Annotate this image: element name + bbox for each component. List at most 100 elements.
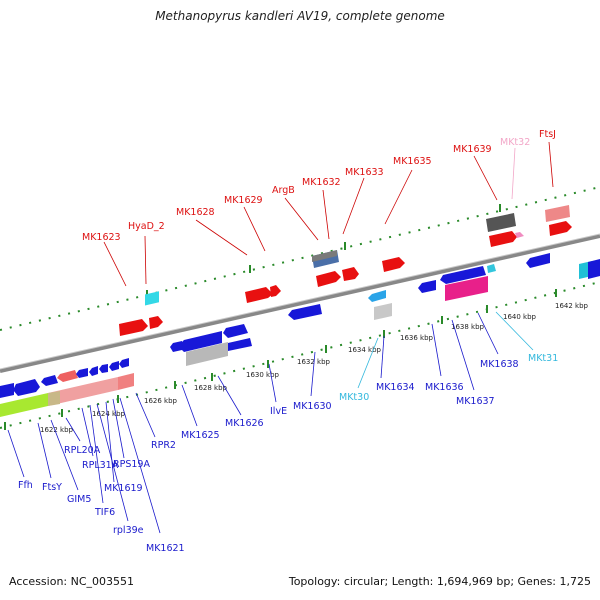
bottom-leaders [7,312,499,534]
reverse-features[interactable] [0,253,600,398]
kbp-label: 1630 kbp [246,371,280,379]
gene-mk1639-grey [486,213,516,232]
gene-ftsj [549,221,572,236]
kbp-label: 1642 kbp [555,302,589,310]
kbp-label: 1640 kbp [503,313,537,321]
gene-rpl20a [41,375,58,386]
top-gene-labels: MK1623 HyaD_2 MK1628 MK1629 ArgB MK1632 … [82,129,556,243]
gene-rpl31a [76,368,88,378]
label-mkt31: MKt31 [528,353,558,364]
label-mk1638: MK1638 [480,359,519,370]
forward-features[interactable] [119,221,572,336]
band-green [0,393,48,417]
gene-mkt32-pink [515,232,524,238]
label-mk1630: MK1630 [293,401,332,412]
label-mk1637: MK1637 [456,396,495,407]
label-mk1625: MK1625 [181,430,220,441]
gene-mk1629 [270,285,281,297]
label-mk1636: MK1636 [425,382,464,393]
gene-mk1636 [418,280,436,293]
gene-ilve [228,338,252,351]
label-rpl20a: RPL20A [64,445,101,456]
label-mk1633: MK1633 [345,167,384,178]
label-ilve: IlvE [270,406,287,417]
label-argb: ArgB [272,185,295,196]
genome-backbone [0,234,600,373]
gene-mk1632 [342,267,359,281]
gene-tif6 [89,366,98,376]
label-ftsj: FtsJ [539,129,556,140]
label-tif6: TIF6 [94,507,115,518]
band-salmon [48,377,118,406]
gene-mkt31 [526,253,550,268]
kbp-label: 1624 kbp [92,410,126,418]
gene-mk1628 [245,287,273,303]
gene-rpr2 [170,341,182,352]
label-rpl31a: RPL31A [82,460,119,471]
kbp-label: 1636 kbp [400,334,434,342]
label-hyad2: HyaD_2 [128,221,165,232]
leader-mkt32 [511,147,516,200]
gene-right-blue [588,259,600,279]
label-mk1634: MK1634 [376,382,415,393]
gene-mk1633 [382,257,405,272]
gene-mk1619 [109,361,119,371]
label-ffh: Ffh [18,480,33,491]
genome-summary-text: Topology: circular; Length: 1,694,969 bp… [288,575,591,588]
label-mk1621: MK1621 [146,543,185,554]
label-mk1635: MK1635 [393,156,432,167]
kbp-label: 1628 kbp [194,384,228,392]
gene-argb [316,271,341,287]
gene-mk1638 [440,266,486,284]
gene-mkt30 [368,290,386,302]
gene-ftsy [13,379,40,396]
label-mk1623: MK1623 [82,232,121,243]
label-mk1619: MK1619 [104,483,143,494]
gene-mk1638b [487,264,496,273]
left-band [0,373,134,417]
kbp-labels: 1622 kbp 1624 kbp 1626 kbp 1628 kbp 1630… [40,302,589,434]
gene-mk1639 [489,231,517,247]
rna-mk1623-top [145,291,159,306]
kbp-label: 1626 kbp [144,397,178,405]
accession-text: Accession: NC_003551 [9,575,135,588]
band-red [118,373,134,390]
label-mk1632: MK1632 [302,177,341,188]
gene-gim5 [57,370,78,382]
gene-mk1634-grey [374,303,392,320]
gene-ftsj-pink [545,205,570,222]
label-rpr2: RPR2 [151,440,176,451]
leader-mkt31 [495,311,534,351]
gene-mk1621 [178,331,222,352]
gene-mk1623 [119,319,148,336]
gene-mk1630 [288,304,322,320]
label-rps19a: RPS19A [113,459,150,470]
label-mkt30: MKt30 [339,392,369,403]
gene-mk1625 [223,324,248,338]
label-mk1639: MK1639 [453,144,492,155]
forward-rna-features[interactable] [145,205,570,306]
kbp-label: 1634 kbp [348,346,382,354]
gene-rps19a [119,358,129,368]
kbp-label: 1638 kbp [451,323,485,331]
gene-mk1637-pink [445,276,488,301]
label-mk1626: MK1626 [225,418,264,429]
top-leaders [103,141,554,287]
gene-rpl39e [99,364,108,373]
label-mk1629: MK1629 [224,195,263,206]
label-rpl39e: rpl39e [113,525,144,536]
label-gim5: GIM5 [67,494,91,505]
genome-title: Methanopyrus kandleri AV19, complete gen… [155,9,445,23]
kbp-label: 1622 kbp [40,426,74,434]
genome-backbone-highlight [0,233,600,370]
label-ftsy: FtsY [42,482,62,493]
label-mk1628: MK1628 [176,207,215,218]
gene-hyad2 [149,316,163,329]
band-tan [48,391,60,406]
bottom-gene-labels: Ffh FtsY RPL20A GIM5 RPL31A TIF6 rpl39e … [18,353,558,554]
label-mkt32: MKt32 [500,137,530,148]
gene-argb-grey2 [312,250,337,262]
gene-ffh [0,383,14,398]
leader-mkt30 [357,337,379,389]
